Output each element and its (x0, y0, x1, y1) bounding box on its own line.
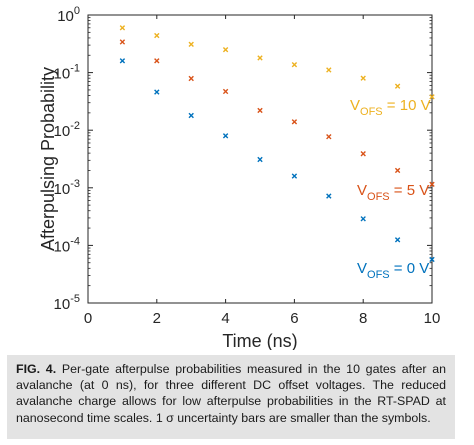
x-tick-label: 8 (359, 310, 367, 327)
data-point (154, 32, 160, 39)
data-point (360, 216, 366, 222)
data-point (119, 58, 126, 64)
x-axis-label: Time (ns) (222, 331, 297, 350)
x-tick-label: 0 (84, 310, 92, 327)
data-point (257, 156, 263, 163)
y-tick-label: 10-1 (54, 63, 80, 83)
x-tick-label: 6 (290, 310, 298, 327)
data-point (326, 134, 332, 140)
data-point (360, 75, 366, 81)
data-point (326, 67, 332, 73)
data-point (360, 151, 366, 157)
y-tick-label: 10-2 (54, 120, 80, 140)
data-point (222, 88, 229, 95)
series-label: VOFS = 0 V (357, 260, 429, 281)
data-point (222, 46, 229, 53)
data-point (257, 55, 263, 61)
data-point (188, 112, 194, 119)
data-point (291, 119, 298, 125)
data-point (188, 41, 194, 47)
data-point (394, 237, 401, 243)
data-point (154, 89, 160, 95)
caption-text: Per-gate afterpulse probabilities measur… (16, 362, 446, 425)
y-tick-label: 100 (57, 5, 80, 25)
y-axis-label: Afterpulsing Probability (38, 67, 58, 251)
y-tick-label: 10-3 (54, 178, 80, 198)
plot-frame (87, 14, 433, 304)
caption-label: FIG. 4. (16, 362, 57, 376)
data-point (429, 256, 435, 263)
series-label: VOFS = 10 V (350, 97, 431, 118)
y-tick-label: 10-4 (54, 235, 80, 255)
data-point (154, 58, 160, 64)
series-labels: VOFS = 10 V VOFS = 5 V VOFS = 0 V (350, 97, 431, 281)
x-tick-label: 2 (153, 310, 161, 327)
data-point (119, 25, 126, 31)
data-point (291, 62, 298, 68)
data-point (257, 107, 263, 114)
data-point (222, 133, 229, 139)
figure-caption: FIG. 4. Per-gate afterpulse probabilitie… (7, 355, 455, 439)
data-point (188, 75, 194, 82)
data-point (429, 94, 435, 100)
afterpulse-chart: 0 2 4 6 8 10 100 10-1 10-2 10-3 10-4 10-5 VOFS = 1… (38, 5, 441, 350)
y-tick-label: 10-5 (54, 293, 80, 313)
series-label: VOFS = 5 V (357, 182, 429, 203)
data-point (394, 167, 401, 174)
x-axis: 0 2 4 6 8 10 (84, 15, 441, 327)
data-point (429, 181, 435, 187)
data-markers (119, 25, 435, 263)
y-axis: 100 10-1 10-2 10-3 10-4 10-5 (54, 5, 432, 313)
data-point (291, 173, 298, 179)
x-tick-label: 10 (424, 310, 441, 327)
x-tick-label: 4 (221, 310, 229, 327)
data-point (394, 83, 401, 89)
data-point (326, 193, 332, 199)
data-point (119, 39, 126, 45)
